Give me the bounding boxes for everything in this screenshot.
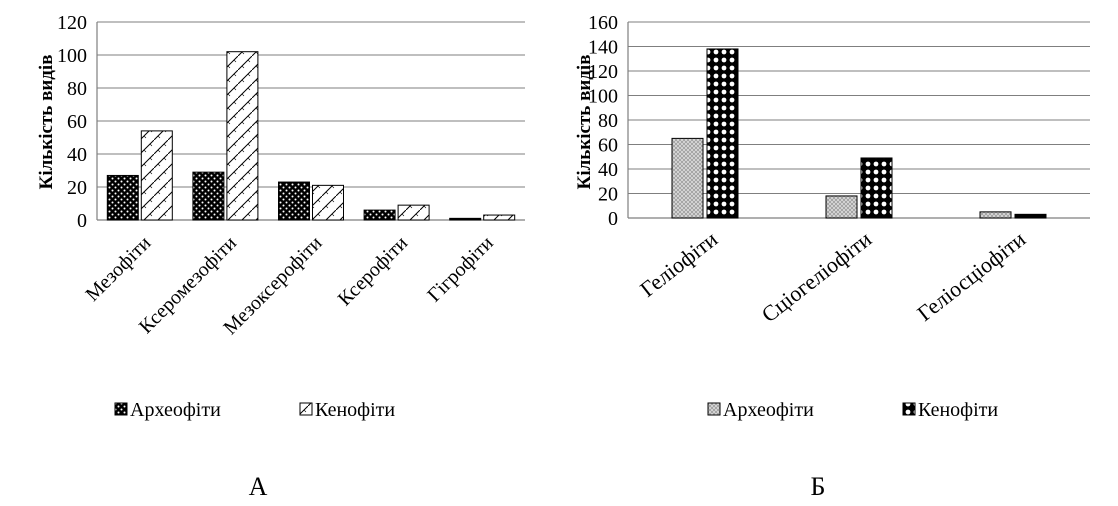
- y-tick-label: 0: [608, 208, 618, 230]
- y-tick-label: 60: [598, 135, 618, 157]
- bar-archaeophytes: [363, 209, 396, 221]
- y-tick-label: 0: [77, 210, 87, 232]
- chart-b-bars: [671, 48, 1047, 219]
- y-tick-label: 160: [588, 12, 618, 34]
- legend-swatch: [299, 402, 313, 416]
- y-tick-label: 60: [67, 111, 87, 133]
- bar-archaeophytes: [671, 137, 704, 219]
- y-tick-label: 120: [57, 12, 87, 34]
- chart-b-legend: Археофіти Кенофіти: [707, 399, 998, 421]
- x-category-label: Ксерофіти: [334, 232, 413, 311]
- x-category-label: Мезофіти: [82, 232, 156, 306]
- y-tick-label: 120: [588, 61, 618, 83]
- bar-archaeophytes: [278, 181, 310, 221]
- chart-a-y-ticks: 0 20 40 60 80 100 120: [57, 12, 87, 232]
- bar-kenophytes: [706, 48, 739, 219]
- panel-label-a: А: [249, 472, 268, 501]
- bar-archaeophytes: [825, 195, 858, 219]
- chart-b-gridlines: [628, 21, 1090, 194]
- y-tick-label: 20: [67, 177, 87, 199]
- bar-kenophytes: [397, 204, 430, 221]
- y-tick-label: 80: [598, 110, 618, 132]
- chart-a-y-axis-label: Кількість видів: [36, 55, 57, 190]
- y-tick-label: 100: [57, 45, 87, 67]
- bar-archaeophytes: [979, 211, 1012, 219]
- legend-swatch: [707, 402, 721, 416]
- legend-label: Археофіти: [130, 399, 221, 421]
- x-category-label: Сціогеліофіти: [757, 226, 877, 327]
- y-tick-label: 100: [588, 86, 618, 108]
- panel-label-b: Б: [811, 472, 826, 501]
- y-tick-label: 40: [67, 144, 87, 166]
- chart-b-axes: [627, 22, 1090, 219]
- legend-swatch: [114, 402, 128, 416]
- legend-label: Кенофіти: [918, 399, 998, 421]
- y-tick-label: 140: [588, 37, 618, 59]
- bar-archaeophytes: [192, 171, 225, 221]
- legend-swatch: [902, 402, 916, 416]
- bar-archaeophytes: [106, 174, 139, 221]
- chart-b-x-labels: Геліофіти Сціогеліофіти Геліосціофіти: [635, 226, 1030, 327]
- bar-kenophytes: [226, 51, 259, 221]
- x-category-label: Геліосціофіти: [912, 226, 1030, 326]
- y-tick-label: 40: [598, 159, 618, 181]
- legend-label: Кенофіти: [315, 399, 395, 421]
- chart-b-y-axis-label: Кількість видів: [574, 55, 595, 190]
- x-category-label: Гігрофіти: [423, 232, 498, 307]
- y-tick-label: 80: [67, 78, 87, 100]
- chart-a-legend: Археофіти Кенофіти: [114, 399, 395, 421]
- bar-kenophytes: [140, 130, 173, 221]
- bar-kenophytes: [1014, 213, 1047, 219]
- x-category-label: Геліофіти: [635, 226, 722, 302]
- chart-a-bars: [106, 51, 516, 221]
- bar-kenophytes: [860, 157, 893, 219]
- bar-archaeophytes: [449, 217, 482, 221]
- y-tick-label: 20: [598, 184, 618, 206]
- legend-label: Археофіти: [723, 399, 814, 421]
- bar-kenophytes: [312, 184, 344, 221]
- bar-kenophytes: [483, 214, 516, 221]
